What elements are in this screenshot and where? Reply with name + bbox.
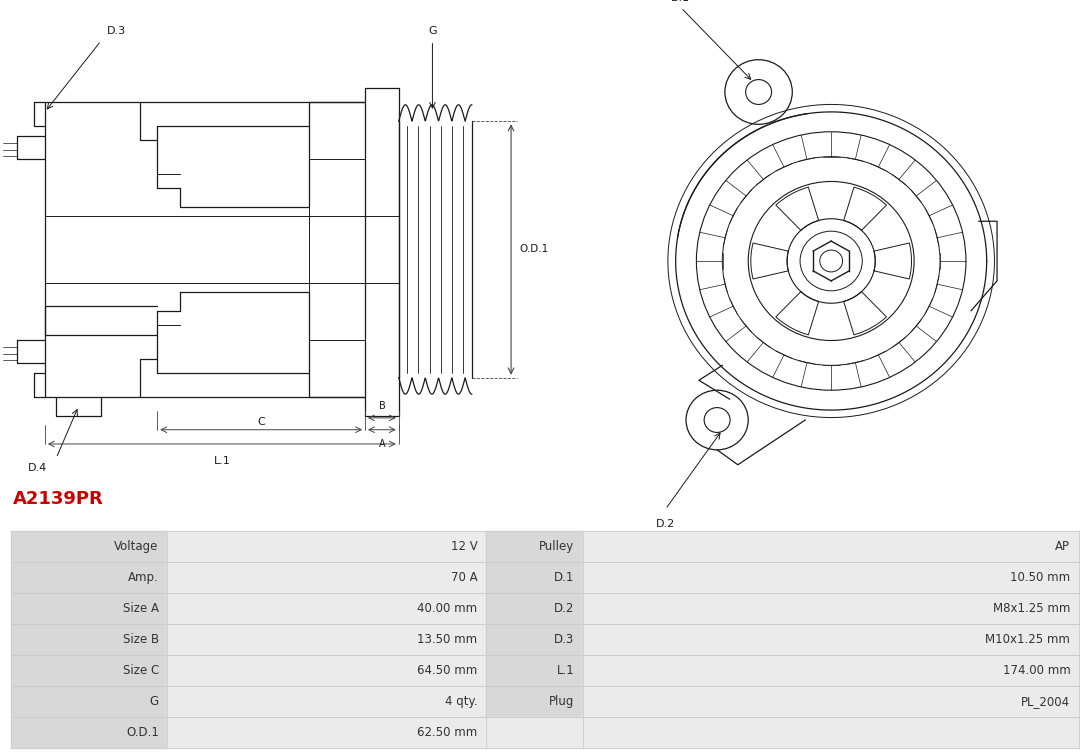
Text: O.D.1: O.D.1 <box>519 245 549 255</box>
Text: 70 A: 70 A <box>450 571 477 584</box>
Text: A2139PR: A2139PR <box>13 490 104 508</box>
Text: O.D.1: O.D.1 <box>126 726 159 739</box>
Text: Size A: Size A <box>123 602 159 614</box>
Text: M8x1.25 mm: M8x1.25 mm <box>993 602 1070 614</box>
Text: AP: AP <box>1055 540 1070 553</box>
Text: D.3: D.3 <box>107 26 126 36</box>
Text: D.1: D.1 <box>554 571 575 584</box>
Text: D.4: D.4 <box>28 463 48 473</box>
Text: Voltage: Voltage <box>114 540 159 553</box>
Text: B: B <box>378 401 386 411</box>
Text: Pulley: Pulley <box>539 540 575 553</box>
Text: L.1: L.1 <box>557 663 575 677</box>
Text: 10.50 mm: 10.50 mm <box>1010 571 1070 584</box>
Text: D.3: D.3 <box>554 633 575 645</box>
Text: PL_2004: PL_2004 <box>1022 694 1070 708</box>
Text: Plug: Plug <box>550 694 575 708</box>
Text: 4 qty.: 4 qty. <box>445 694 477 708</box>
Text: C: C <box>257 417 265 428</box>
Text: 62.50 mm: 62.50 mm <box>417 726 477 739</box>
Text: G: G <box>150 694 159 708</box>
Text: A: A <box>379 439 386 450</box>
Text: D.1: D.1 <box>672 0 690 2</box>
Text: M10x1.25 mm: M10x1.25 mm <box>985 633 1070 645</box>
Text: 64.50 mm: 64.50 mm <box>417 663 477 677</box>
Text: 40.00 mm: 40.00 mm <box>417 602 477 614</box>
Text: Amp.: Amp. <box>129 571 159 584</box>
Text: G: G <box>428 26 436 36</box>
Text: L.1: L.1 <box>214 456 230 466</box>
Text: D.2: D.2 <box>656 520 675 529</box>
Text: D.2: D.2 <box>554 602 575 614</box>
Text: 12 V: 12 V <box>450 540 477 553</box>
Text: Size B: Size B <box>123 633 159 645</box>
Text: 174.00 mm: 174.00 mm <box>1002 663 1070 677</box>
Text: Size C: Size C <box>122 663 159 677</box>
Text: 13.50 mm: 13.50 mm <box>417 633 477 645</box>
